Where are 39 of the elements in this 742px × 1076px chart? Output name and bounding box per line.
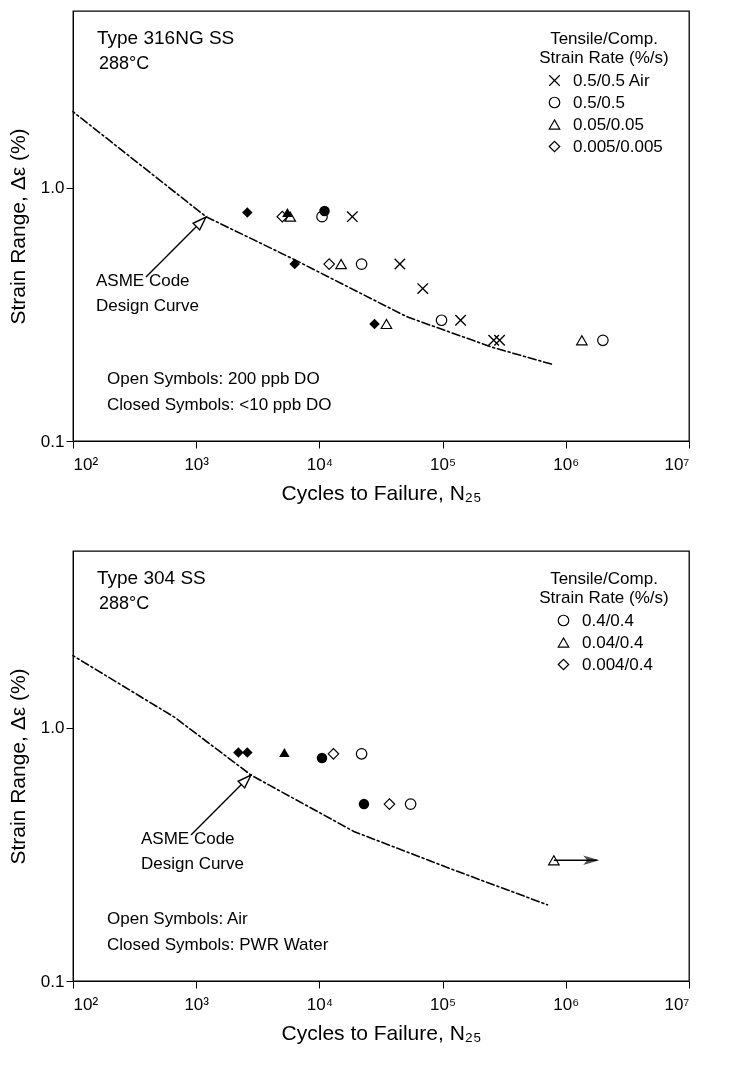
y-tick-label: 1.0 xyxy=(40,718,65,738)
y-tick-label: 0.1 xyxy=(40,431,65,451)
legend-label: 0.4/0.4 xyxy=(582,610,634,630)
legend-label: 0.04/0.4 xyxy=(582,632,644,652)
annotation: Open Symbols: 200 ppb DO xyxy=(107,369,320,388)
x-tick-label: 10⁷ xyxy=(664,454,690,474)
x-tick-label: 10⁵ xyxy=(430,994,457,1014)
x-tick-label: 10⁷ xyxy=(664,994,690,1014)
legend-label: 0.5/0.5 Air xyxy=(573,70,650,90)
legend-title: Tensile/Comp. Strain Rate (%/s) xyxy=(539,29,669,67)
text: Type 316NG SS xyxy=(97,27,235,48)
legend-label: 0.5/0.5 xyxy=(573,92,625,112)
x-tick-label: 10³ xyxy=(184,454,210,474)
x-tick-label: 10⁶ xyxy=(553,454,580,474)
y-tick-label: 1.0 xyxy=(40,178,65,198)
annotation: ASME Code Design Curve xyxy=(96,271,199,315)
x-tick-label: 10⁶ xyxy=(553,994,580,1014)
x-tick-label: 10⁵ xyxy=(430,454,457,474)
legend-title: Tensile/Comp. Strain Rate (%/s) xyxy=(539,569,669,607)
text: 288°C xyxy=(99,53,150,73)
legend-label: 0.005/0.005 xyxy=(573,136,663,156)
annotation: Open Symbols: Air xyxy=(107,909,249,928)
annotation: ASME Code Design Curve xyxy=(141,829,244,873)
x-tick-label: 10² xyxy=(73,454,99,474)
text: 288°C xyxy=(99,593,150,613)
legend-label: 0.05/0.05 xyxy=(573,114,644,134)
text: Type 304 SS xyxy=(97,567,206,588)
y-axis-title: Strain Range, Δε (%) xyxy=(5,668,29,865)
x-axis-title: Cycles to Failure, N₂₅ xyxy=(281,1020,482,1044)
y-tick-label: 0.1 xyxy=(40,971,65,991)
x-tick-label: 10² xyxy=(73,994,99,1014)
x-tick-label: 10⁴ xyxy=(306,994,334,1014)
y-axis-title: Strain Range, Δε (%) xyxy=(5,128,29,325)
legend-label: 0.004/0.4 xyxy=(582,654,653,674)
annotation: Closed Symbols: <10 ppb DO xyxy=(107,395,332,414)
annotation: Closed Symbols: PWR Water xyxy=(107,935,329,954)
x-tick-label: 10³ xyxy=(184,994,210,1014)
x-axis-title: Cycles to Failure, N₂₅ xyxy=(281,480,482,504)
x-tick-label: 10⁴ xyxy=(306,454,334,474)
